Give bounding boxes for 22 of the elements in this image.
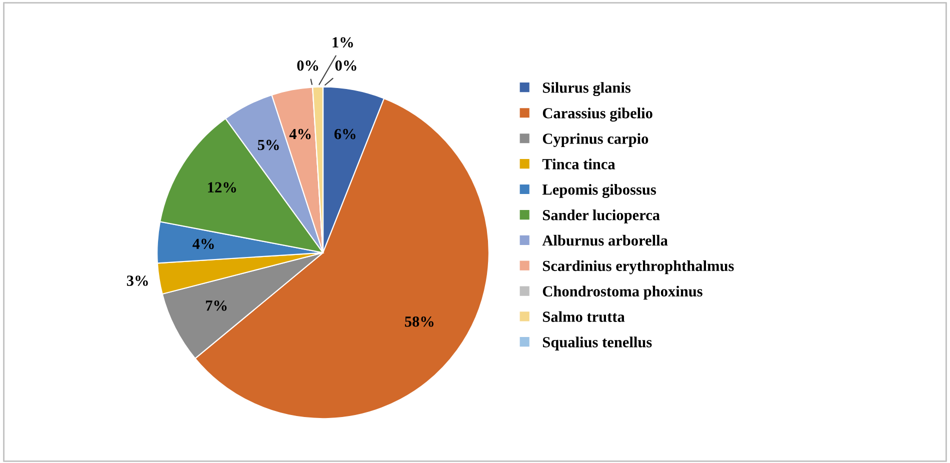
legend-label: Cyprinus carpio [542, 133, 648, 148]
legend-label: Alburnus arborella [542, 234, 668, 246]
text: 0% [297, 60, 318, 71]
legend-label: Carassius gibelio [542, 108, 652, 122]
data-label: 4% [192, 238, 214, 250]
data-label: 12% [208, 182, 236, 193]
data-label: 4% [289, 128, 311, 140]
legend-label: Lepomis gibossus [542, 184, 656, 198]
legend-label: Squalius tenellus [542, 336, 652, 350]
legend-label: Scardinius erythrophthalmus [542, 260, 734, 274]
legend-label: Silurus glanis [542, 82, 631, 96]
text: 0% [335, 60, 356, 71]
legend-label: Tinca tinca [542, 158, 616, 170]
data-label: 6% [334, 128, 356, 140]
legend-label: Sander lucioperca [542, 210, 660, 224]
data-label: 5% [258, 140, 279, 150]
data-label: 58% [404, 316, 434, 327]
legend-label: Chondrostoma phoxinus [542, 286, 702, 300]
data-label: 1% [332, 37, 353, 48]
data-label: 3% [126, 276, 148, 286]
data-label: 7% [206, 300, 227, 311]
legend-label: Salmo trutta [542, 311, 625, 322]
